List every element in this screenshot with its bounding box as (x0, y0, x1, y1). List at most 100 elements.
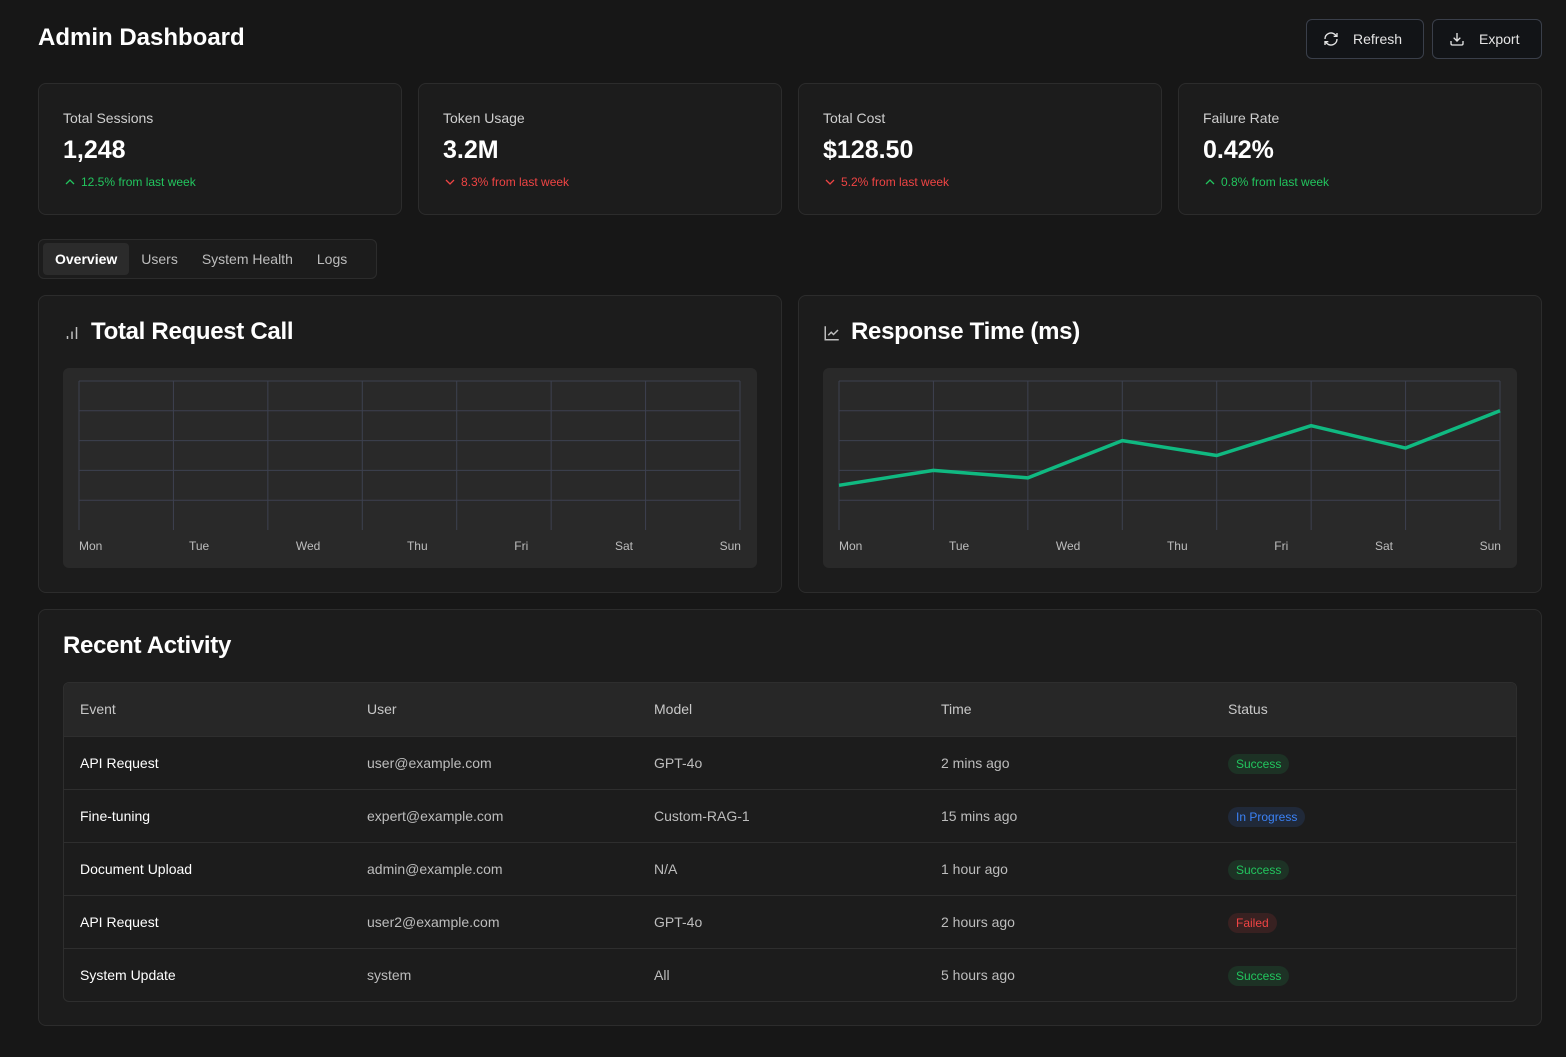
trend-icon (445, 179, 455, 185)
trend-arrow (1205, 179, 1215, 185)
table-cell: API Request (64, 735, 351, 789)
refresh-button[interactable]: Refresh (1306, 19, 1424, 59)
icon-path (824, 326, 839, 341)
table-cell: 2 hours ago (925, 894, 1212, 948)
refresh-icon (1324, 32, 1338, 46)
x-tick-label: Sat (1374, 539, 1393, 553)
change-text: 5.2% from last week (841, 175, 950, 189)
stat-card: Failure Rate 0.42% 0.8% from last week (1178, 83, 1542, 215)
status-pill: Success (1228, 965, 1290, 986)
table-cell: 15 mins ago (925, 788, 1212, 842)
tab-bar: Overview Users System Health Logs (38, 239, 377, 279)
table-cell: system (351, 947, 638, 1001)
tab[interactable]: Logs (316, 251, 348, 267)
table-body: API Request user@example.com GPT-4o 2 mins … (64, 735, 1516, 1001)
status-pill: Success (1228, 859, 1290, 880)
export-icon (1450, 33, 1464, 46)
stat-label: Total Sessions (63, 110, 154, 126)
tab[interactable]: Overview (43, 243, 130, 275)
x-tick-label: Thu (406, 539, 428, 553)
column-header: Status (1212, 683, 1516, 736)
stat-card: Total Sessions 1,248 12.5% from last week (38, 83, 402, 215)
table-cell: Failed (1212, 894, 1516, 948)
table-cell: All (638, 947, 925, 1001)
table-row: Document Upload admin@example.com N/A 1 hou… (64, 841, 1516, 895)
table-cell: expert@example.com (351, 788, 638, 842)
chart-svg (78, 380, 741, 530)
x-tick-label: Sat (614, 539, 633, 553)
chart-icon (824, 326, 839, 341)
table-cell: 2 mins ago (925, 735, 1212, 789)
trend-arrow (445, 179, 455, 185)
export-button[interactable]: Export (1432, 19, 1542, 59)
status-pill: Failed (1228, 912, 1277, 933)
activity-card: Recent Activity Event User Model Time Status… (38, 609, 1542, 1026)
activity-table: Event User Model Time Status API Request user@… (64, 683, 1516, 1001)
table-cell: 5 hours ago (925, 947, 1212, 1001)
trend-arrow (65, 179, 75, 185)
column-header: Model (638, 683, 925, 736)
plot-area: Mon Tue Wed Thu Fri Sat Sun (63, 368, 757, 568)
table-cell: GPT-4o (638, 735, 925, 789)
table-cell: Success (1212, 841, 1516, 895)
table-cell: Custom-RAG-1 (638, 788, 925, 842)
stat-value: 3.2M (443, 136, 499, 164)
trend-icon (1205, 179, 1215, 185)
tab[interactable]: System Health (201, 251, 293, 267)
activity-title: Recent Activity (63, 632, 232, 659)
x-labels: Mon Tue Wed Thu Fri Sat Sun (79, 539, 741, 553)
plot-area: Mon Tue Wed Thu Fri Sat Sun (823, 368, 1517, 568)
response-line (838, 409, 1501, 488)
stat-change: 5.2% from last week (825, 175, 949, 189)
column-header: User (351, 683, 638, 736)
table-cell: Success (1212, 947, 1516, 1001)
table-cell: GPT-4o (638, 894, 925, 948)
stat-change: 12.5% from last week (65, 175, 196, 189)
stat-label: Failure Rate (1203, 110, 1280, 126)
x-tick-label: Wed (295, 539, 321, 553)
column-header: Event (64, 683, 351, 736)
stat-label: Token Usage (443, 110, 525, 126)
x-tick-label: Tue (948, 539, 970, 553)
button-label: Export (1479, 31, 1520, 47)
x-tick-label: Wed (1055, 539, 1081, 553)
chart-card: Total Request Call Mon Tue Wed Thu Fri Sat Sun (38, 295, 782, 593)
x-labels: Mon Tue Wed Thu Fri Sat Sun (839, 539, 1501, 553)
x-tick-label: Fri (514, 539, 529, 553)
x-tick-label: Sun (1479, 539, 1501, 553)
trend-arrow (825, 179, 835, 185)
table-cell: user2@example.com (351, 894, 638, 948)
stat-value: $128.50 (823, 136, 914, 164)
chart-card: Response Time (ms) Mon Tue Wed Thu Fri Sat Sun (798, 295, 1542, 593)
x-tick-label: Sun (719, 539, 741, 553)
table-row: API Request user2@example.com GPT-4o 2 hour… (64, 894, 1516, 948)
trend-icon (825, 179, 835, 185)
change-text: 8.3% from last week (461, 175, 570, 189)
header-row: Event User Model Time Status (64, 683, 1516, 736)
tab[interactable]: Users (141, 251, 178, 267)
change-text: 0.8% from last week (1221, 175, 1330, 189)
table-wrap: Event User Model Time Status API Request user@… (63, 682, 1517, 1002)
table-row: API Request user@example.com GPT-4o 2 mins … (64, 735, 1516, 789)
status-pill: Success (1228, 753, 1290, 774)
stat-card: Token Usage 3.2M 8.3% from last week (418, 83, 782, 215)
stat-change: 0.8% from last week (1205, 175, 1329, 189)
x-tick-label: Thu (1166, 539, 1188, 553)
chart-icon (66, 327, 78, 339)
table-cell: System Update (64, 947, 351, 1001)
table-cell: Document Upload (64, 841, 351, 895)
column-header: Time (925, 683, 1212, 736)
x-tick-label: Tue (188, 539, 210, 553)
icon-path (66, 327, 78, 339)
table-cell: 1 hour ago (925, 841, 1212, 895)
trend-icon (65, 179, 75, 185)
chart-svg (838, 380, 1501, 530)
table-cell: In Progress (1212, 788, 1516, 842)
stat-value: 1,248 (63, 136, 126, 164)
stat-change: 8.3% from last week (445, 175, 569, 189)
table-cell: N/A (638, 841, 925, 895)
x-tick-label: Mon (839, 539, 863, 553)
table-row: Fine-tuning expert@example.com Custom-RAG-… (64, 788, 1516, 842)
page-title: Admin Dashboard (38, 24, 245, 51)
